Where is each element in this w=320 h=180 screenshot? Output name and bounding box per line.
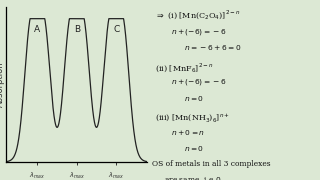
- Text: C: C: [113, 25, 119, 34]
- Text: $n+(-6)=-6$: $n+(-6)=-6$: [171, 27, 226, 37]
- Text: $n=0$: $n=0$: [184, 94, 204, 103]
- Text: (iii) [Mn(NH$_3$)$_6$]$^{n+}$: (iii) [Mn(NH$_3$)$_6$]$^{n+}$: [156, 112, 230, 124]
- Text: $n=0$: $n=0$: [184, 144, 204, 153]
- Text: $n+(-6)=-6$: $n+(-6)=-6$: [171, 77, 226, 87]
- Text: (ii) [MnF$_6$]$^{2-n}$: (ii) [MnF$_6$]$^{2-n}$: [156, 61, 214, 75]
- Text: $n=-6+6=0$: $n=-6+6=0$: [184, 43, 242, 52]
- Text: are same  i.e $0$: are same i.e $0$: [164, 175, 221, 180]
- Text: OS of metals in all 3 complexes: OS of metals in all 3 complexes: [152, 160, 271, 168]
- Y-axis label: Absorption: Absorption: [0, 62, 5, 107]
- Text: B: B: [74, 25, 80, 34]
- Text: $\Rightarrow$ (i) [Mn(C$_2$O$_4$)]$^{2-n}$: $\Rightarrow$ (i) [Mn(C$_2$O$_4$)]$^{2-n…: [156, 9, 241, 22]
- Text: A: A: [34, 25, 40, 34]
- Text: $n+0=n$: $n+0=n$: [171, 128, 205, 137]
